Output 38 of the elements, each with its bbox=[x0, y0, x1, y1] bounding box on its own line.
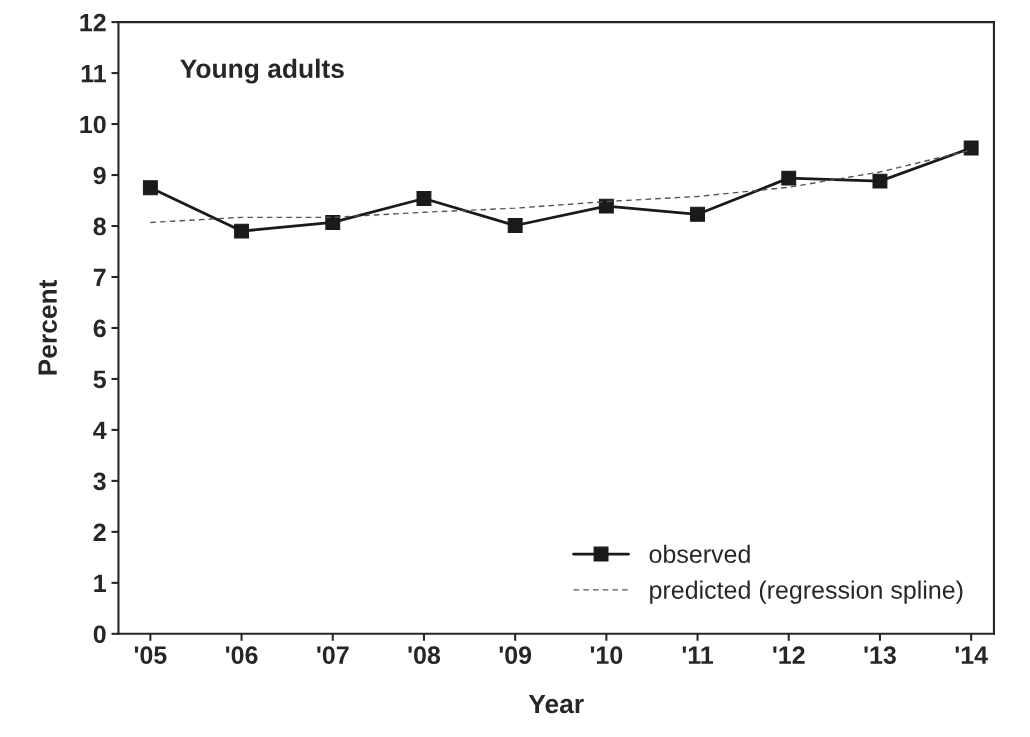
x-tick-label: '08 bbox=[408, 646, 441, 664]
point bbox=[872, 173, 888, 189]
point bbox=[416, 191, 432, 206]
y-tick-label: 6 bbox=[93, 319, 106, 338]
y-tick-label: 8 bbox=[93, 217, 106, 236]
y-axis-title: Percent bbox=[38, 279, 57, 375]
annotation: Young adults bbox=[180, 58, 344, 84]
x-tick-label: '05 bbox=[134, 646, 167, 664]
x-tick-label: '13 bbox=[864, 646, 896, 665]
y-tick-label: 0 bbox=[93, 625, 106, 644]
y-tick-label: 9 bbox=[93, 166, 106, 185]
y-tick-label: 2 bbox=[93, 523, 106, 541]
point bbox=[234, 223, 250, 239]
x-tick-label: '14 bbox=[955, 646, 988, 664]
point bbox=[598, 198, 614, 214]
x-tick-label: '06 bbox=[226, 646, 258, 664]
y-tick-label: 1 bbox=[94, 574, 106, 592]
y-tick-label: 3 bbox=[93, 472, 106, 491]
y-tick-label: 7 bbox=[93, 268, 106, 287]
y-tick-label: 10 bbox=[80, 115, 106, 134]
point bbox=[142, 180, 158, 196]
x-tick-label: '12 bbox=[773, 646, 805, 664]
point bbox=[781, 170, 797, 186]
y-tick-label: 5 bbox=[93, 370, 106, 389]
point bbox=[325, 214, 341, 230]
x-tick-label: '10 bbox=[590, 646, 623, 664]
y-tick-label: 4 bbox=[93, 421, 107, 439]
point bbox=[963, 140, 979, 156]
x-tick-label: '07 bbox=[317, 646, 349, 664]
y-tick-label: 11 bbox=[81, 64, 106, 83]
x-tick-label: '11 bbox=[682, 646, 714, 664]
legend-label: predicted (regression spline) bbox=[650, 580, 963, 604]
x-tick-label: '09 bbox=[499, 646, 532, 664]
point bbox=[507, 218, 523, 233]
point bbox=[690, 206, 706, 222]
legend-label: observed bbox=[649, 544, 750, 564]
y-tick-label: 12 bbox=[80, 13, 106, 32]
x-axis-title: Year bbox=[528, 694, 584, 714]
